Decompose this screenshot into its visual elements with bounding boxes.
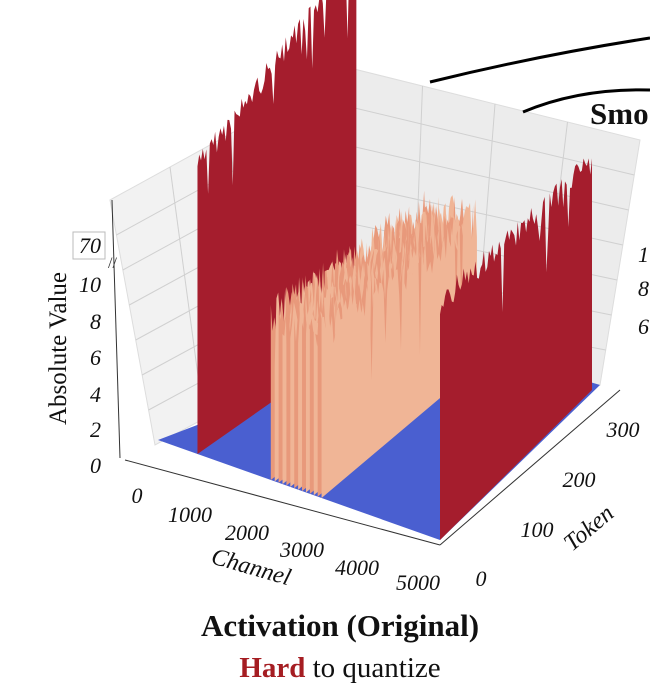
- z-tick-label: 4: [90, 382, 101, 407]
- cut-tick-label: 6: [638, 314, 649, 339]
- z-axis-line: [111, 199, 121, 459]
- z-axis-label: Absolute Value: [45, 272, 72, 425]
- z-tick-label: 2: [90, 417, 101, 442]
- medium-band-slice: [321, 199, 477, 498]
- bracket-curve-inner: [522, 88, 650, 114]
- x-tick-label: 0: [132, 483, 143, 508]
- subtitle-rest: to quantize: [305, 652, 441, 684]
- z-tick-label: 0: [90, 453, 101, 478]
- subtitle-emphasis: Hard: [239, 652, 306, 684]
- x-tick-label: 2000: [225, 520, 269, 545]
- y-tick-label: 0: [476, 566, 487, 591]
- z-break-box: [72, 231, 106, 260]
- z-tick-label: 6: [90, 345, 101, 370]
- z-tick-label: 70: [79, 233, 101, 258]
- x-tick-label: 1000: [168, 502, 212, 527]
- bracket-curve-outer: [429, 36, 650, 84]
- cut-tick-label: 1: [638, 242, 649, 267]
- x-tick-label: 3000: [279, 537, 324, 562]
- z-break-mark: //: [108, 255, 117, 272]
- y-axis-line: [439, 389, 621, 546]
- y-axis-label: Token: [559, 500, 619, 556]
- cut-tick-label: 8: [638, 276, 649, 301]
- chart-title: Activation (Original): [200, 608, 480, 643]
- x-tick-label: 5000: [396, 570, 440, 595]
- y-tick-label: 300: [606, 417, 640, 442]
- z-tick-label: 8: [90, 309, 101, 334]
- chart-subtitle: Hard to quantize: [0, 652, 650, 685]
- x-tick-label: 4000: [335, 555, 379, 580]
- x-axis-line: [124, 459, 441, 546]
- cut-label: Smo: [590, 96, 649, 131]
- z-tick-label: 10: [79, 272, 101, 297]
- outlier-wall-right: [440, 158, 592, 541]
- y-tick-label: 200: [563, 467, 596, 492]
- y-tick-label: 100: [521, 517, 554, 542]
